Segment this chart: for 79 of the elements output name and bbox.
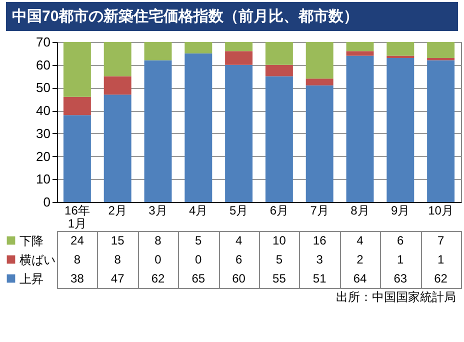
y-tick-label: 70 [36, 34, 50, 50]
data-label: 0 [195, 252, 202, 266]
bar [144, 42, 172, 60]
x-tick-label: 9月 [391, 204, 410, 218]
bar [346, 56, 374, 202]
y-tick-label: 60 [36, 57, 50, 72]
data-label: 6 [397, 234, 404, 248]
bar [427, 60, 455, 202]
data-label: 1 [437, 252, 444, 266]
bar [225, 51, 253, 65]
y-tick-label: 30 [36, 126, 50, 141]
chart-title: 中国70都市の新築住宅価格指数（前月比、都市数） [6, 2, 458, 31]
data-label: 6 [235, 252, 242, 266]
legend-label: 上昇 [20, 272, 44, 286]
bar [184, 53, 212, 202]
data-label: 24 [70, 234, 84, 248]
data-label: 38 [70, 272, 84, 286]
x-tick-label: 8月 [350, 204, 370, 218]
data-label: 51 [312, 272, 327, 286]
data-label: 63 [394, 272, 408, 286]
data-label: 8 [114, 252, 122, 266]
bar [63, 42, 91, 97]
y-tick-label: 40 [36, 103, 50, 118]
y-tick-label: 10 [36, 172, 50, 187]
data-label: 0 [154, 252, 162, 266]
bar [144, 60, 172, 202]
bar [306, 85, 334, 202]
x-tick-label: 6月 [270, 204, 289, 218]
legend-label: 下降 [20, 234, 44, 248]
data-label: 60 [232, 272, 246, 286]
data-label: 4 [356, 234, 364, 248]
data-label: 55 [272, 272, 286, 286]
bar [265, 42, 293, 65]
x-tick-label: 2月 [108, 204, 127, 218]
bar [225, 42, 253, 52]
bar [346, 42, 374, 52]
data-label: 8 [74, 252, 81, 266]
x-tick-label: 4月 [189, 204, 208, 218]
bar [306, 42, 334, 79]
data-label: 64 [353, 272, 367, 286]
x-tick-label: 5月 [229, 204, 248, 218]
bar [306, 78, 334, 86]
y-tick-label: 0 [43, 194, 50, 210]
bar [386, 42, 414, 56]
data-label: 1 [397, 252, 404, 266]
bar [184, 42, 212, 54]
bar [63, 96, 91, 116]
bar [104, 42, 132, 76]
data-label: 15 [110, 234, 125, 248]
data-label: 62 [434, 272, 448, 286]
y-tick-label: 20 [36, 148, 50, 164]
data-label: 5 [276, 252, 283, 266]
bar [63, 115, 91, 202]
data-label: 10 [272, 234, 286, 248]
data-label: 2 [356, 252, 364, 266]
bar [346, 51, 374, 56]
x-tick-label: 10月 [428, 204, 454, 218]
y-tick-label: 50 [36, 80, 50, 96]
bar [265, 64, 293, 76]
data-label: 65 [192, 272, 206, 286]
data-label: 8 [154, 234, 162, 248]
bar [386, 58, 414, 202]
bar [265, 76, 293, 202]
data-label: 3 [316, 252, 324, 266]
data-label: 62 [151, 272, 165, 286]
data-label: 4 [235, 234, 242, 248]
data-label: 5 [195, 234, 202, 248]
legend-label: 横ばい [20, 253, 56, 267]
data-label: 47 [110, 272, 125, 286]
bar [427, 42, 455, 58]
text: 出所：中国国家統計局 [335, 289, 456, 306]
bar [104, 94, 132, 202]
bar [225, 64, 253, 202]
x-tick-label: 16年 1月 [64, 204, 90, 230]
data-label: 16 [312, 234, 327, 248]
x-tick-label: 3月 [148, 204, 168, 218]
data-label: 7 [437, 234, 444, 248]
bar [104, 76, 132, 95]
x-tick-label: 7月 [310, 204, 329, 218]
